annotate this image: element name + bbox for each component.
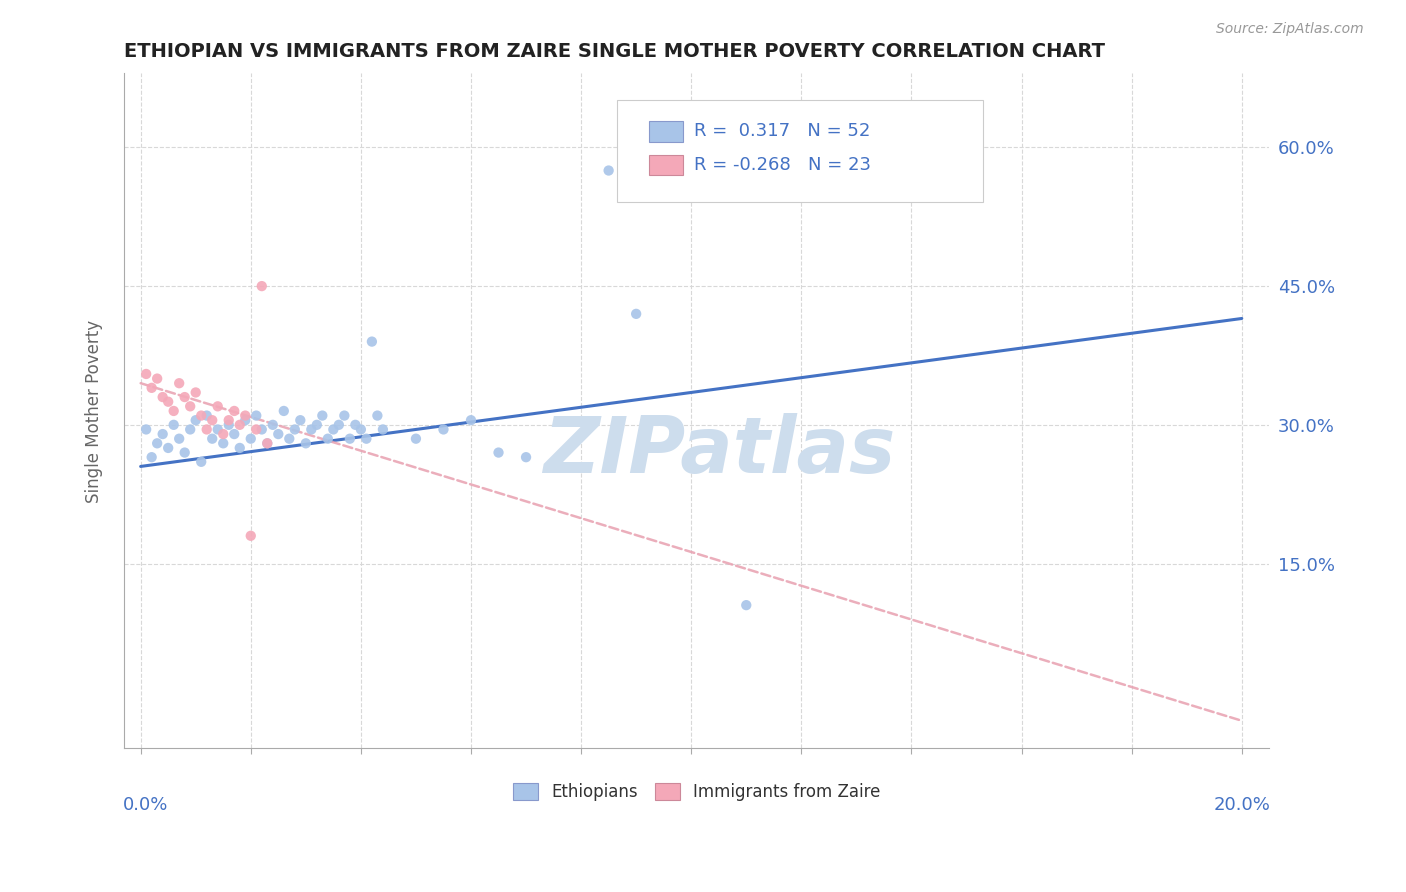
Point [141, 381, 163, 395]
Text: 0.0%: 0.0% [122, 796, 169, 814]
Point [163, 404, 186, 418]
Text: R =  0.317   N = 52: R = 0.317 N = 52 [695, 122, 870, 140]
Point [273, 404, 295, 418]
Point [356, 432, 378, 446]
Point [339, 432, 361, 446]
Point [333, 409, 356, 423]
Point [250, 279, 273, 293]
Point [184, 385, 207, 400]
Point [141, 450, 163, 465]
Point [207, 422, 229, 436]
Point [245, 409, 267, 423]
Point [488, 445, 510, 459]
Point [322, 422, 344, 436]
Point [305, 417, 328, 432]
Point [167, 376, 190, 391]
Point [432, 422, 454, 436]
Point [179, 400, 201, 414]
Point [233, 413, 256, 427]
Point [460, 413, 482, 427]
Point [167, 432, 190, 446]
FancyBboxPatch shape [648, 155, 683, 176]
FancyBboxPatch shape [648, 121, 683, 142]
Text: 20.0%: 20.0% [1213, 796, 1271, 814]
Point [233, 409, 256, 423]
Point [239, 529, 262, 543]
Point [311, 409, 333, 423]
Text: Source: ZipAtlas.com: Source: ZipAtlas.com [1216, 22, 1364, 37]
Point [735, 598, 758, 612]
Point [366, 409, 388, 423]
Point [135, 367, 157, 381]
Point [224, 404, 246, 418]
Point [229, 417, 252, 432]
Point [405, 432, 427, 446]
Point [173, 445, 195, 459]
Point [218, 413, 240, 427]
Point [173, 390, 195, 404]
Point [344, 417, 367, 432]
Point [224, 427, 246, 442]
Point [163, 417, 186, 432]
Text: ZIPatlas: ZIPatlas [544, 414, 896, 490]
Point [152, 390, 174, 404]
Point [157, 441, 180, 455]
Point [328, 417, 350, 432]
Point [515, 450, 537, 465]
Point [624, 307, 647, 321]
Point [278, 432, 301, 446]
Point [284, 422, 307, 436]
Point [201, 432, 224, 446]
Point [239, 432, 262, 446]
Point [371, 422, 394, 436]
Text: ETHIOPIAN VS IMMIGRANTS FROM ZAIRE SINGLE MOTHER POVERTY CORRELATION CHART: ETHIOPIAN VS IMMIGRANTS FROM ZAIRE SINGL… [124, 42, 1105, 61]
Point [598, 163, 620, 178]
Point [212, 427, 235, 442]
Point [146, 371, 169, 385]
Point [262, 417, 284, 432]
Point [256, 436, 278, 450]
Point [157, 394, 180, 409]
Point [195, 422, 218, 436]
Point [316, 432, 339, 446]
Point [135, 422, 157, 436]
Point [146, 436, 169, 450]
Point [207, 400, 229, 414]
Point [299, 422, 322, 436]
Y-axis label: Single Mother Poverty: Single Mother Poverty [86, 319, 103, 502]
Point [267, 427, 290, 442]
Point [295, 436, 318, 450]
Point [256, 436, 278, 450]
Point [218, 417, 240, 432]
Point [212, 436, 235, 450]
Point [190, 455, 212, 469]
FancyBboxPatch shape [617, 101, 983, 202]
Point [201, 413, 224, 427]
Point [229, 441, 252, 455]
Point [195, 409, 218, 423]
Point [350, 422, 373, 436]
Point [360, 334, 382, 349]
Legend: Ethiopians, Immigrants from Zaire: Ethiopians, Immigrants from Zaire [506, 776, 887, 807]
Point [184, 413, 207, 427]
Point [179, 422, 201, 436]
Text: R = -0.268   N = 23: R = -0.268 N = 23 [695, 156, 872, 174]
Point [290, 413, 312, 427]
Point [250, 422, 273, 436]
Point [245, 422, 267, 436]
Point [152, 427, 174, 442]
Point [190, 409, 212, 423]
